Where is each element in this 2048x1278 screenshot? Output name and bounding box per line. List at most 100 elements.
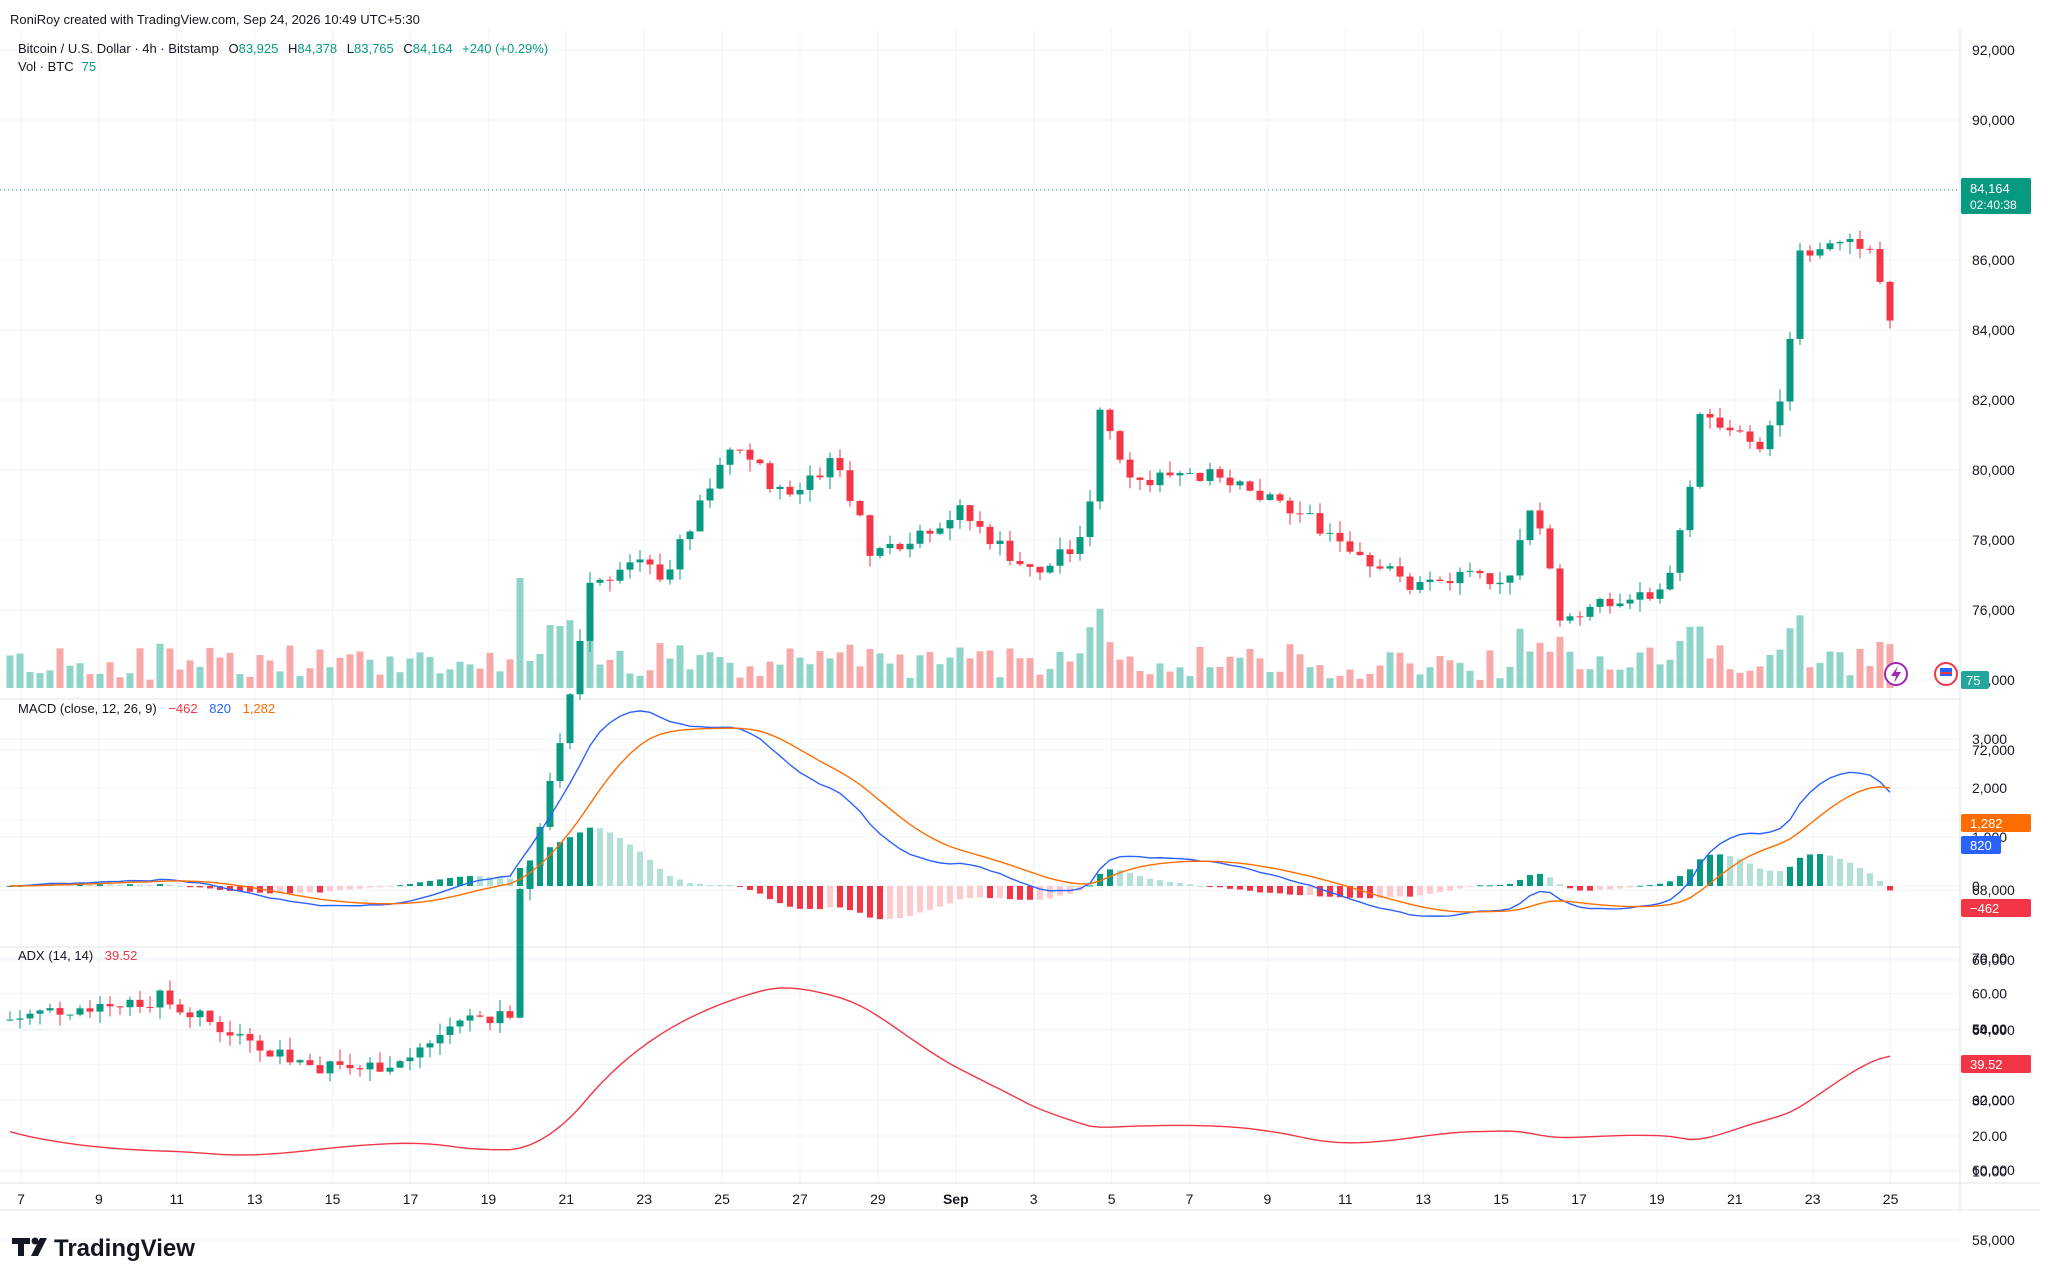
candle-body [926, 530, 934, 534]
volume-bar [436, 673, 444, 688]
candle-body [1806, 250, 1814, 256]
candle-body [1556, 568, 1564, 621]
candle-body [1136, 477, 1144, 480]
volume-bar [1576, 669, 1584, 688]
candle-body [66, 1014, 74, 1016]
macd-hist-bar [1607, 886, 1613, 890]
volume-bar [486, 652, 494, 688]
price-tick-label: 68,000 [1972, 882, 2015, 898]
volume-bar [936, 664, 944, 688]
volume-bar [1746, 670, 1754, 688]
lightning-icon[interactable] [1884, 662, 1908, 686]
candle-body [546, 780, 554, 827]
candle-body [26, 1013, 34, 1019]
macd-hist-bar [1427, 886, 1433, 894]
candle-body [1006, 540, 1014, 561]
volume-bar [1096, 608, 1104, 688]
macd-hist-bar [1407, 886, 1413, 897]
macd-hist-bar [367, 886, 373, 888]
price-tick-label: 86,000 [1972, 252, 2015, 268]
volume-bar [1646, 647, 1654, 688]
macd-hist-bar [1467, 886, 1473, 887]
candle-body [996, 540, 1004, 545]
candle-body [306, 1060, 314, 1066]
volume-bar [1316, 665, 1324, 688]
macd-hist-bar [747, 886, 753, 890]
volume-bar [1466, 670, 1474, 688]
candle-body [1396, 566, 1404, 577]
flag-icon[interactable] [1934, 662, 1958, 686]
macd-hist-bar [1877, 880, 1883, 886]
macd-hist-bar [297, 886, 303, 893]
macd-hist-bar [1087, 885, 1093, 887]
volume-bar [1636, 652, 1644, 688]
macd-hist-bar [617, 838, 623, 886]
macd-hist-bar [897, 886, 903, 918]
volume-badge: 75 [1961, 671, 1989, 689]
volume-bar [1706, 658, 1714, 688]
candle-body [1526, 510, 1534, 541]
candle-body [1416, 582, 1424, 590]
candle-body [806, 475, 814, 490]
volume-bar [1356, 678, 1364, 688]
candle-body [736, 449, 744, 451]
adx-tick-label: 50.00 [1972, 1021, 2007, 1037]
candle-body [466, 1015, 474, 1021]
volume-bar [1696, 626, 1704, 688]
time-tick-label: 29 [870, 1191, 886, 1207]
macd-hist-bar [1847, 862, 1853, 886]
macd-hist-bar [1567, 886, 1573, 889]
macd-hist-bar [1167, 881, 1173, 886]
volume-bar [586, 617, 594, 688]
candle-body [1196, 472, 1204, 482]
open-value: 83,925 [239, 41, 279, 56]
macd-hist-bar [517, 868, 523, 886]
volume-bar [1226, 656, 1234, 688]
macd-hist-bar [177, 885, 183, 887]
macd-hist-bar [657, 868, 663, 886]
candle-body [886, 543, 894, 549]
volume-bar [276, 671, 284, 688]
candle-body [1756, 441, 1764, 450]
time-tick-label: 15 [325, 1191, 341, 1207]
volume-bar [106, 662, 114, 688]
candle-body [616, 569, 624, 581]
volume-bar [76, 663, 84, 688]
candle-body [256, 1040, 264, 1051]
volume-bar [1756, 666, 1764, 688]
volume-bar [66, 665, 74, 688]
volume-bar [1016, 658, 1024, 688]
volume-bar [1326, 678, 1334, 688]
volume-bar [466, 664, 474, 688]
macd-hist-bar [1597, 886, 1603, 890]
candle-body [1296, 513, 1304, 515]
candle-body [796, 489, 804, 495]
adx-tick-label: 60.00 [1972, 986, 2007, 1002]
tradingview-logo[interactable]: TradingView [12, 1235, 195, 1262]
price-tick-label: 62,000 [1972, 1092, 2015, 1108]
macd-hist-bar [987, 886, 993, 899]
volume-bar [306, 668, 314, 688]
candle-body [716, 464, 724, 489]
volume-bar [766, 661, 774, 688]
macd-tick-label: 0 [1972, 878, 1980, 894]
macd-hist-bar [1497, 884, 1503, 886]
volume-bar [1456, 662, 1464, 688]
macd-hist-bar [1677, 876, 1683, 886]
macd-hist-bar [1667, 881, 1673, 886]
price-tick-label: 80,000 [1972, 462, 2015, 478]
time-tick-label: Sep [943, 1191, 969, 1207]
macd-hist-bar [957, 886, 963, 900]
macd-hist-bar [1477, 885, 1483, 887]
candle-body [1226, 477, 1234, 486]
volume-bar [1366, 673, 1374, 688]
macd-hist-bar [1247, 886, 1253, 891]
macd-hist-bar [317, 886, 323, 893]
volume-bar [1166, 671, 1174, 688]
volume-bar [1336, 675, 1344, 688]
candle-body [1516, 540, 1524, 576]
macd-hist-bar [7, 886, 13, 887]
macd-hist-bar [1887, 886, 1893, 891]
time-tick-label: 21 [1727, 1191, 1743, 1207]
